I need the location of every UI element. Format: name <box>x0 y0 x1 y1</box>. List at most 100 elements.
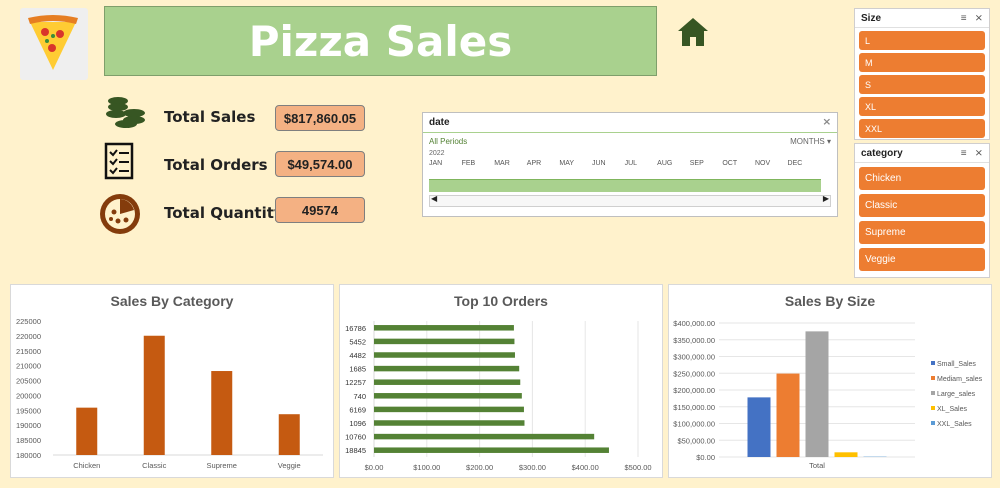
bar <box>776 373 800 457</box>
size-slicer-item-m[interactable]: M <box>859 53 985 72</box>
y-tick-label: 180000 <box>16 451 41 460</box>
total-sales-label: Total Sales <box>164 108 256 126</box>
timeline-year: 2022 <box>429 150 445 157</box>
x-tick-label: Classic <box>142 461 166 470</box>
category-slicer-item-supreme[interactable]: Supreme <box>859 221 985 244</box>
sales-by-size-chart: $0.00 $50,000.00 $100,000.00 $150,000.00 $20… <box>673 319 983 470</box>
size-slicer-item-l[interactable]: L <box>859 31 985 50</box>
size-slicer-item-xxl[interactable]: XXL <box>859 119 985 138</box>
timeline-month[interactable]: JUL <box>624 160 638 167</box>
top-10-orders-panel: Top 10 Orders $0.00 $100.00 $200.00 $300.00… <box>339 284 663 478</box>
y-tick-label: 205000 <box>16 377 41 386</box>
bar <box>374 352 515 358</box>
timeline-month[interactable]: JAN <box>429 160 443 167</box>
x-tick-label: Supreme <box>207 461 237 470</box>
timeline-month[interactable]: NOV <box>754 160 771 167</box>
x-tick-label: $400.00 <box>572 463 599 472</box>
timeline-month[interactable]: MAY <box>559 160 575 167</box>
y-tick-label: 740 <box>353 392 366 401</box>
bar <box>374 365 520 372</box>
total-orders-label: Total Orders <box>164 156 268 174</box>
y-tick-label: 16786 <box>345 324 366 333</box>
sales-by-category-panel: Sales By Category 180000 185000 190000 1950… <box>10 284 334 478</box>
bar <box>374 433 595 440</box>
y-tick-label: $50,000.00 <box>677 436 715 445</box>
clear-filter-icon[interactable]: ⨯ <box>974 12 983 24</box>
y-tick-label: 5452 <box>349 337 366 346</box>
checklist-icon <box>104 142 150 188</box>
y-tick-label: $0.00 <box>696 453 715 462</box>
bar <box>278 414 300 455</box>
category-slicer-item-classic[interactable]: Classic <box>859 194 985 217</box>
size-slicer-title: Size <box>861 12 882 24</box>
dashboard-title-banner: Pizza Sales <box>104 6 657 76</box>
x-tick-label: Total <box>809 461 825 470</box>
y-tick-label: $250,000.00 <box>673 369 715 378</box>
timeline-selection-bar[interactable] <box>429 179 821 192</box>
legend-label: XL_Sales <box>937 406 967 413</box>
timeline-title: date <box>429 117 450 128</box>
page-title: Pizza Sales <box>248 16 513 66</box>
legend-swatch <box>931 376 935 380</box>
chart-title: Sales By Category <box>110 293 234 309</box>
coins-icon <box>104 93 150 139</box>
clear-filter-icon[interactable]: ⨯ <box>974 147 983 159</box>
y-tick-label: 18845 <box>345 446 366 455</box>
timeline-month[interactable]: OCT <box>722 160 738 167</box>
category-slicer-item-veggie[interactable]: Veggie <box>859 248 985 271</box>
y-tick-label: $100,000.00 <box>673 420 715 429</box>
legend-label: Mediam_sales <box>937 376 983 383</box>
multi-select-icon[interactable]: ≡ <box>960 12 967 24</box>
total-sales-value: $817,860.05 <box>275 105 365 131</box>
size-slicer-item-s[interactable]: S <box>859 75 985 94</box>
bar <box>211 371 233 455</box>
date-timeline-slicer[interactable]: date ⨯ All Periods MONTHS ▾ 2022 JAN FEB M… <box>422 112 838 217</box>
timeline-month[interactable]: MAR <box>494 160 510 167</box>
timeline-level-dropdown[interactable]: MONTHS ▾ <box>790 137 831 146</box>
y-tick-label: 200000 <box>16 391 41 400</box>
legend-swatch <box>931 421 935 425</box>
clear-filter-icon[interactable]: ⨯ <box>822 117 831 128</box>
x-tick-label: $0.00 <box>365 463 384 472</box>
y-tick-label: 10760 <box>345 433 366 442</box>
sales-by-size-panel: Sales By Size $0.00 $50,000.00 $100,000.00… <box>668 284 992 478</box>
timeline-month[interactable]: AUG <box>657 160 673 167</box>
size-slicer[interactable]: Size ≡ ⨯ L M S XL XXL <box>854 8 990 140</box>
timeline-month[interactable]: APR <box>526 160 542 167</box>
legend-swatch <box>931 406 935 410</box>
timeline-month[interactable]: JUN <box>591 160 606 167</box>
y-tick-label: 190000 <box>16 421 41 430</box>
x-tick-label: Chicken <box>73 461 100 470</box>
bar <box>374 338 515 345</box>
size-slicer-item-xl[interactable]: XL <box>859 97 985 116</box>
bar <box>143 335 165 455</box>
y-tick-label: 215000 <box>16 347 41 356</box>
timeline-months: JAN FEB MAR APR MAY JUN JUL AUG SEP OCT NOV DEC <box>423 157 837 167</box>
y-tick-label: 4482 <box>349 351 366 360</box>
legend-label: Large_sales <box>937 391 976 398</box>
timeline-month[interactable]: SEP <box>689 160 704 167</box>
y-tick-label: $200,000.00 <box>673 386 715 395</box>
x-tick-label: $500.00 <box>624 463 651 472</box>
bar <box>374 406 524 413</box>
chart-title: Top 10 Orders <box>454 293 548 309</box>
total-orders-value: $49,574.00 <box>275 151 365 177</box>
multi-select-icon[interactable]: ≡ <box>960 147 967 159</box>
category-slicer-item-chicken[interactable]: Chicken <box>859 167 985 190</box>
bar <box>374 393 522 399</box>
y-tick-label: 220000 <box>16 332 41 341</box>
timeline-month[interactable]: FEB <box>461 160 476 167</box>
timeline-scrollbar[interactable]: ◀ ▶ <box>429 194 831 207</box>
sales-by-category-chart: 180000 185000 190000 195000 200000 205000 2100… <box>16 317 323 470</box>
y-tick-label: 6169 <box>349 405 366 414</box>
x-tick-label: $200.00 <box>466 463 493 472</box>
category-slicer[interactable]: category ≡ ⨯ Chicken Classic Supreme Veggie <box>854 143 990 278</box>
home-icon[interactable] <box>676 16 710 48</box>
y-tick-label: $300,000.00 <box>673 353 715 362</box>
timeline-period: All Periods <box>429 137 468 146</box>
y-tick-label: 1096 <box>349 419 366 428</box>
total-quantity-value: 49574 <box>275 197 365 223</box>
timeline-month[interactable]: DEC <box>787 160 803 167</box>
legend-label: XXL_Sales <box>937 421 972 428</box>
bar <box>76 407 98 455</box>
